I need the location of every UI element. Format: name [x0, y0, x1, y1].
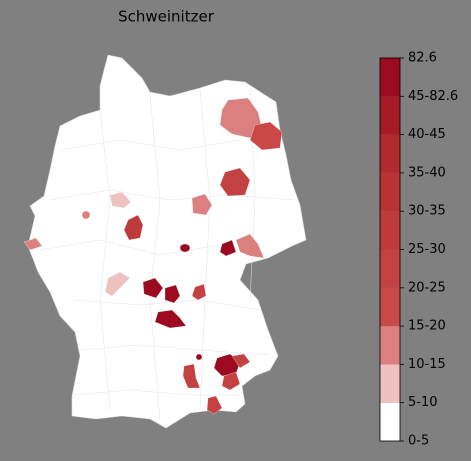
colorbar-segment: [380, 402, 400, 441]
region: [142, 277, 164, 299]
region: [219, 167, 251, 197]
region: [23, 237, 43, 251]
colorbar-label: 35-40: [408, 165, 446, 180]
country-outline: [27, 54, 307, 429]
region: [123, 214, 144, 241]
colorbar: 0-5 5-10 10-15 15-20 20-25 25-30 30-35 35-40 40-…: [379, 51, 458, 449]
colorbar-segment: [380, 58, 400, 97]
region: [154, 309, 187, 329]
region: [206, 395, 223, 415]
region: [221, 371, 241, 391]
colorbar-segment: [380, 172, 400, 212]
colorbar-segment: [380, 287, 400, 327]
colorbar-label: 45-82.6: [408, 89, 458, 104]
highlighted-regions: [23, 97, 283, 415]
colorbar-segment: [380, 96, 400, 135]
colorbar-label: 20-25: [408, 280, 446, 295]
colorbar-label: 0-5: [408, 434, 429, 449]
colorbar-label: 30-35: [408, 204, 446, 219]
region: [191, 283, 207, 301]
region: [104, 271, 131, 297]
region: [191, 193, 213, 216]
region: [179, 243, 191, 253]
region: [231, 353, 251, 369]
colorbar-segment: [380, 211, 400, 250]
colorbar-label: 5-10: [408, 395, 438, 410]
region: [219, 97, 263, 139]
region: [81, 210, 91, 220]
colorbar-segment: [380, 364, 400, 403]
region: [182, 363, 201, 389]
region: [235, 233, 265, 259]
colorbar-segment: [380, 134, 400, 173]
region: [109, 191, 132, 209]
region: [219, 239, 237, 257]
germany-map: [23, 54, 307, 429]
colorbar-segment: [380, 326, 400, 365]
colorbar-label: 10-15: [408, 357, 446, 372]
map-title: Schweinitzer: [118, 8, 215, 26]
colorbar-label: 25-30: [408, 242, 446, 257]
region: [164, 284, 181, 304]
colorbar-label: 15-20: [408, 319, 446, 334]
colorbar-segment: [380, 249, 400, 288]
colorbar-label: 40-45: [408, 127, 446, 142]
region: [195, 353, 203, 361]
region: [249, 121, 283, 151]
region-borders: [39, 84, 296, 421]
colorbar-label: 82.6: [408, 51, 437, 66]
